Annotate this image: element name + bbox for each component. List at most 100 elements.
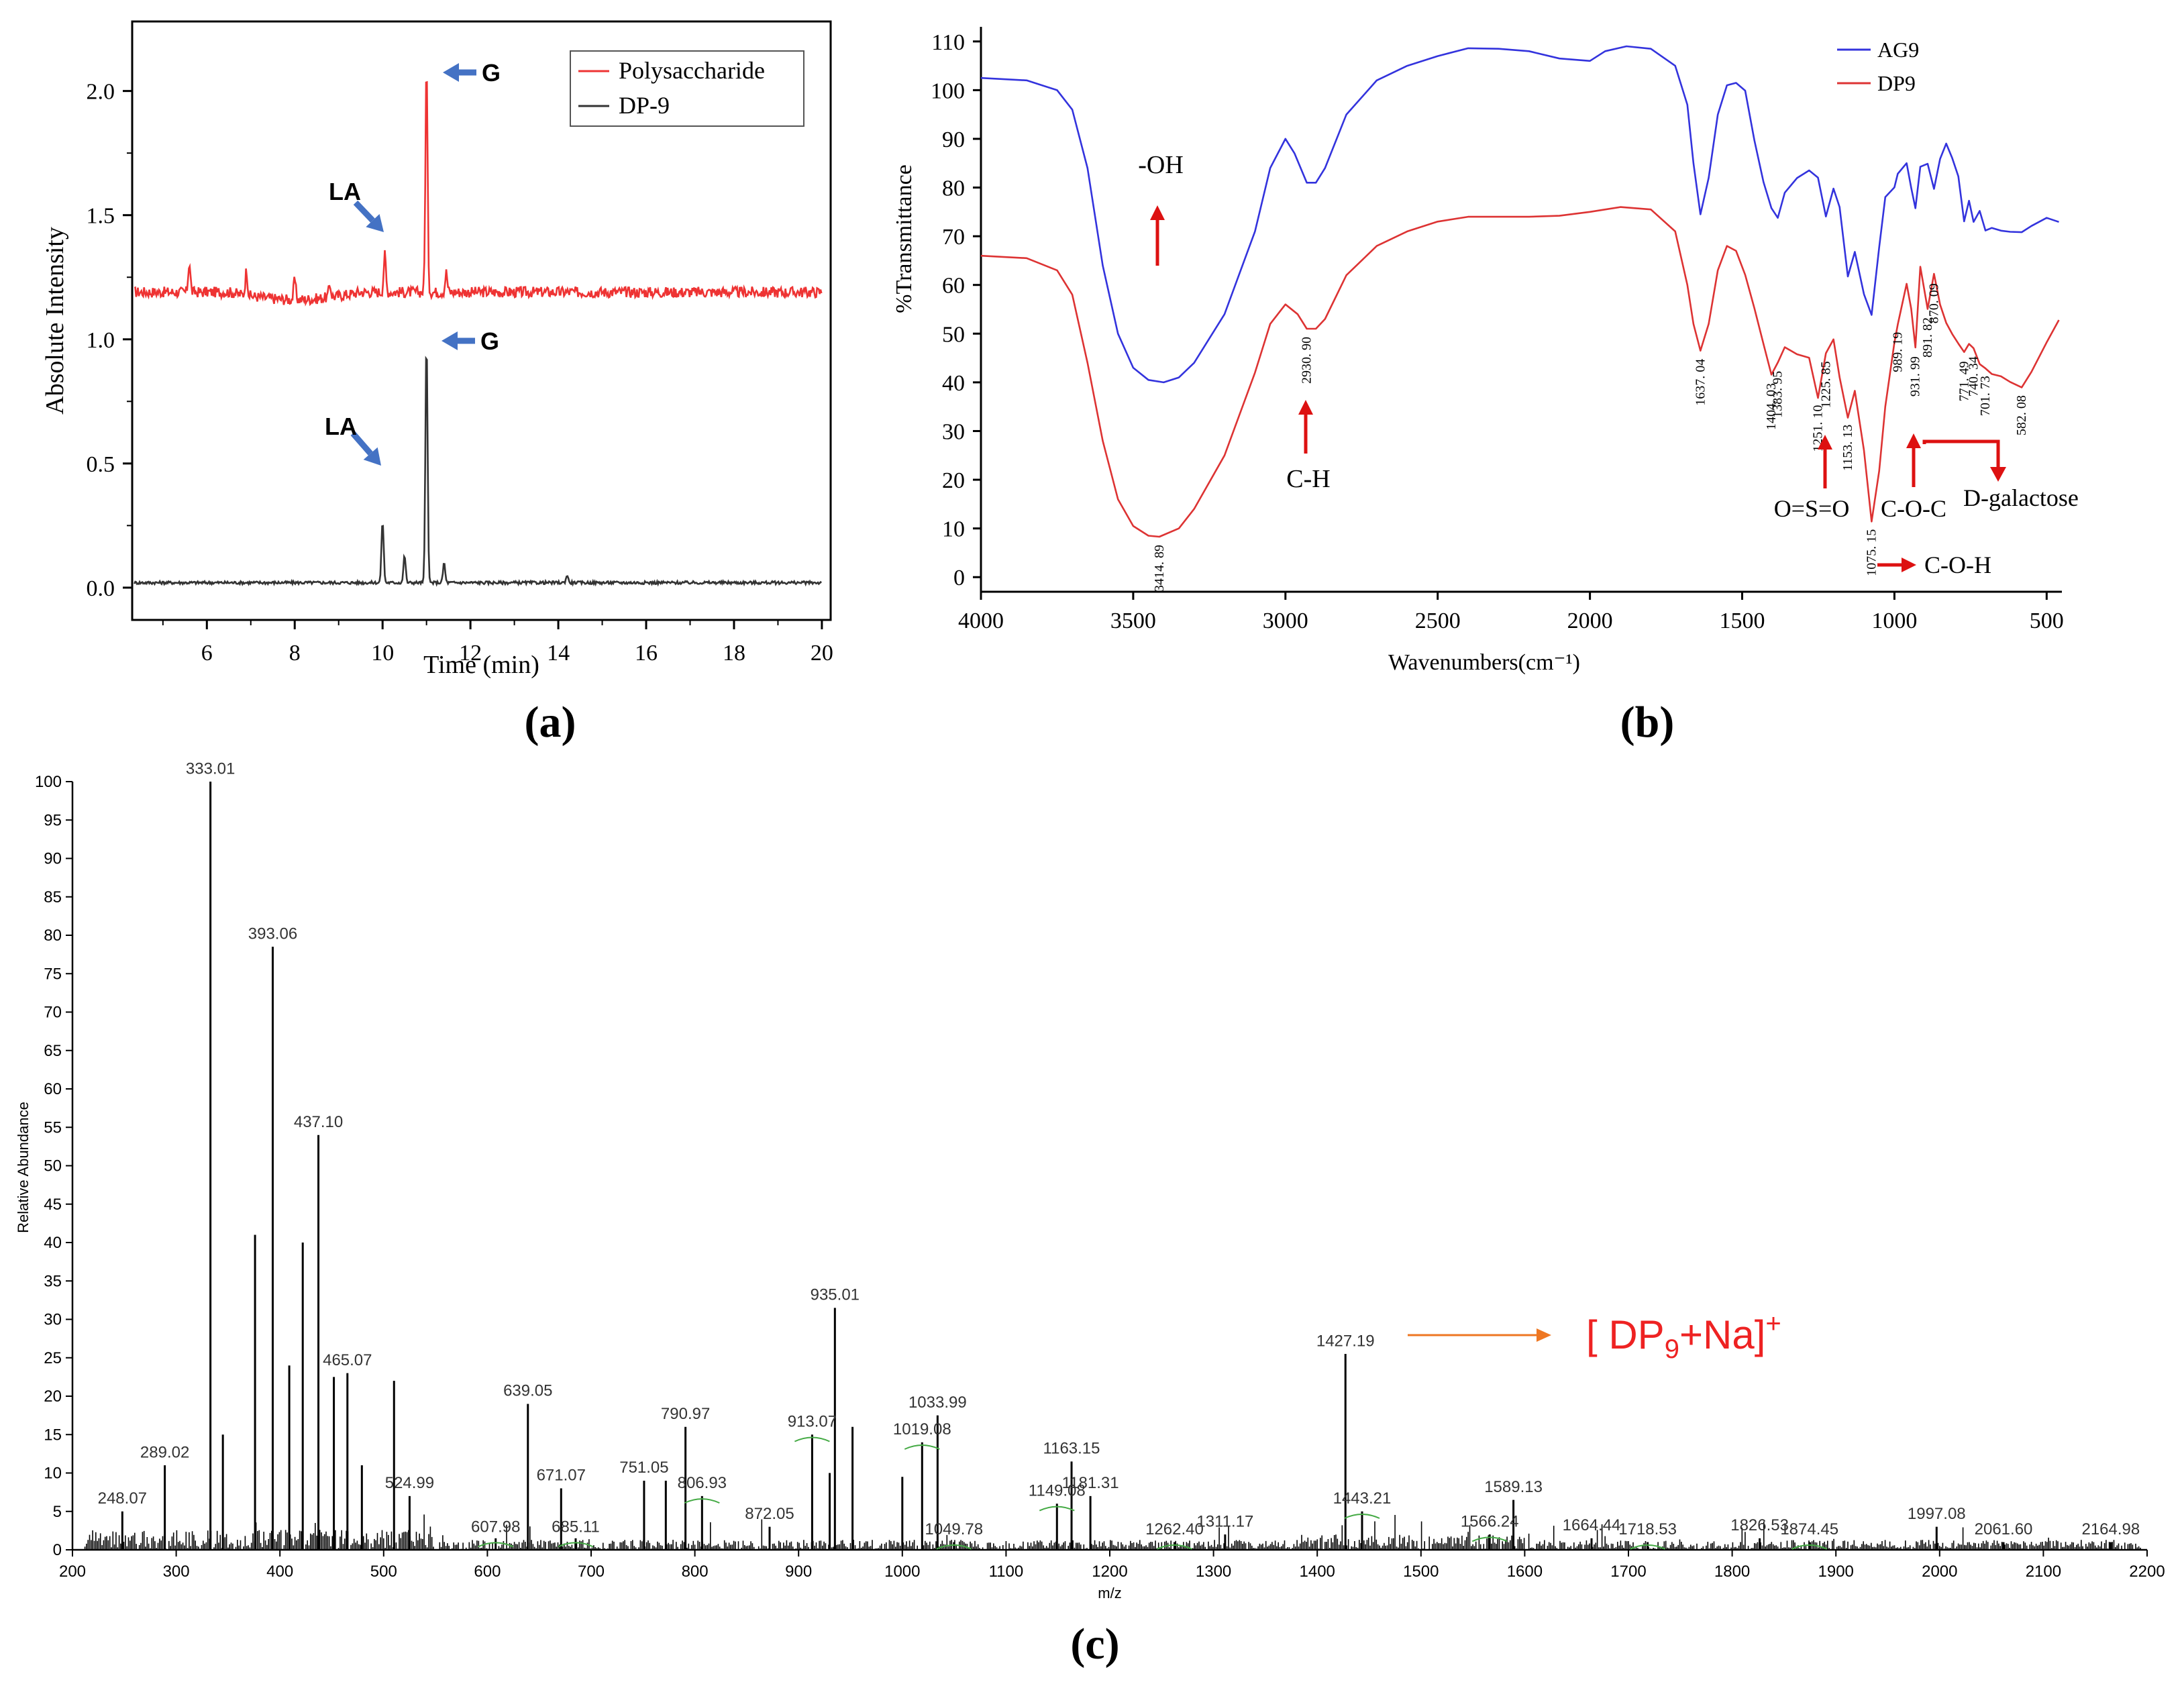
peak-label-c: 1997.08 bbox=[1908, 1505, 1966, 1523]
peak-label-c: 913.07 bbox=[788, 1413, 837, 1431]
x-tick-label-c: 2100 bbox=[2026, 1563, 2061, 1581]
peak-label-c: 806.93 bbox=[678, 1474, 727, 1492]
arrow-galactose-shaft bbox=[1922, 439, 2000, 467]
x-tick-label-b: 1500 bbox=[1720, 609, 1765, 633]
chart-b: 4000 3500 3000 2500 2000 1500 1000 500 0 10 20 30 40… bbox=[892, 27, 2079, 675]
annotation-coh: C-O-H bbox=[1924, 551, 1991, 578]
label-marker-c bbox=[478, 1542, 514, 1548]
peak-label-b: 1383. 95 bbox=[1771, 371, 1785, 418]
y-tick-label-c: 85 bbox=[44, 888, 62, 906]
annotation-ch: C-H bbox=[1286, 465, 1330, 493]
annotation-galactose: D-galactose bbox=[1963, 484, 2079, 511]
chart-c: 200 300 400 500 600 700 800 900 1000 1100 1200 1300… bbox=[15, 759, 2165, 1601]
peak-label-b: 1637. 04 bbox=[1693, 359, 1708, 406]
peak-label-c: 1443.21 bbox=[1333, 1489, 1392, 1508]
y-tick-label-b: 30 bbox=[942, 419, 965, 444]
y-tick-label-b: 60 bbox=[942, 274, 965, 299]
peak-label-b: 2930. 90 bbox=[1300, 337, 1314, 384]
peak-label-c: 1149.08 bbox=[1029, 1482, 1086, 1500]
arrow-oh-head bbox=[1150, 205, 1165, 220]
y-tick-label-c: 60 bbox=[44, 1080, 62, 1098]
x-tick-label-a: 14 bbox=[547, 641, 570, 666]
peak-label-c: 639.05 bbox=[503, 1382, 552, 1400]
x-tick-label-c: 900 bbox=[785, 1563, 812, 1581]
y-tick-label-c: 80 bbox=[44, 927, 62, 945]
y-tick-label-c: 20 bbox=[44, 1387, 62, 1406]
arrow-g-bottom-head bbox=[441, 331, 458, 350]
x-axis-label-b: Wavenumbers(cm⁻¹) bbox=[1388, 650, 1580, 675]
peak-label-c: 393.06 bbox=[248, 925, 297, 943]
legend-label-a-0: Polysaccharide bbox=[619, 57, 765, 84]
x-tick-label-c: 1300 bbox=[1196, 1563, 1231, 1581]
peak-label-c: 1019.08 bbox=[893, 1420, 951, 1438]
series-line-b-1 bbox=[980, 206, 2060, 538]
x-tick-label-a: 8 bbox=[289, 641, 301, 666]
x-tick-label-a: 10 bbox=[371, 641, 394, 666]
y-tick-label-b: 40 bbox=[942, 371, 965, 396]
noise-floor-c bbox=[84, 1514, 2143, 1550]
y-tick-label-c: 5 bbox=[53, 1503, 62, 1521]
x-tick-label-c: 600 bbox=[474, 1563, 501, 1581]
series-line-b-0 bbox=[980, 45, 2059, 384]
annotation-g-top: G bbox=[482, 59, 501, 87]
arrow-la-top-shaft bbox=[353, 200, 375, 223]
y-axis-label-b: %Transmittance bbox=[892, 164, 917, 313]
annotation-oh: -OH bbox=[1138, 151, 1184, 179]
label-marker-c bbox=[558, 1542, 594, 1548]
label-marker-c bbox=[1471, 1536, 1508, 1542]
peak-label-c: 289.02 bbox=[140, 1443, 189, 1461]
x-tick-label-c: 1700 bbox=[1610, 1563, 1646, 1581]
x-tick-label-c: 2200 bbox=[2129, 1563, 2165, 1581]
peak-label-c: 872.05 bbox=[745, 1505, 794, 1523]
panel-label-b: (b) bbox=[1620, 698, 1675, 747]
peak-label-c: 935.01 bbox=[811, 1286, 860, 1304]
x-tick-label-c: 1600 bbox=[1507, 1563, 1543, 1581]
y-tick-label-b: 20 bbox=[942, 468, 965, 493]
label-marker-c bbox=[1344, 1514, 1380, 1519]
legend-label-b-1: DP9 bbox=[1877, 71, 1916, 95]
annotation-la-top: LA bbox=[329, 178, 361, 205]
x-tick-label-c: 1900 bbox=[1818, 1563, 1854, 1581]
y-tick-label-a: 0.0 bbox=[87, 576, 115, 601]
arrow-la-top-head bbox=[366, 213, 384, 232]
peak-label-b: 1404. 03 bbox=[1764, 383, 1779, 430]
peak-label-b: 771. 49 bbox=[1957, 361, 1971, 401]
annotation-oso: O=S=O bbox=[1774, 495, 1850, 522]
peak-label-c: 1826.53 bbox=[1730, 1516, 1789, 1534]
peak-label-c: 790.97 bbox=[661, 1405, 710, 1423]
x-tick-label-b: 1000 bbox=[1871, 609, 1917, 633]
arrow-ch-head bbox=[1298, 400, 1313, 415]
label-marker-c bbox=[904, 1444, 940, 1450]
series-line-a-1 bbox=[134, 356, 823, 587]
x-tick-label-c: 1200 bbox=[1092, 1563, 1127, 1581]
y-tick-label-b: 100 bbox=[931, 78, 965, 103]
x-axis-label-c: m/z bbox=[1098, 1585, 1121, 1601]
y-tick-label-b: 80 bbox=[942, 176, 965, 201]
x-tick-label-c: 700 bbox=[578, 1563, 605, 1581]
peak-label-b: 870. 09 bbox=[1926, 283, 1941, 323]
peak-label-b: 891. 82 bbox=[1920, 317, 1935, 358]
x-tick-label-c: 800 bbox=[682, 1563, 709, 1581]
peak-label-c: 2061.60 bbox=[1975, 1520, 2033, 1538]
y-tick-label-c: 15 bbox=[44, 1426, 62, 1444]
peak-label-c: 248.07 bbox=[98, 1489, 147, 1508]
panel-label-c: (c) bbox=[1070, 1620, 1119, 1669]
peak-label-c: 1718.53 bbox=[1618, 1520, 1677, 1538]
legend-label-a-1: DP-9 bbox=[619, 92, 670, 119]
annotation-la-bottom: LA bbox=[325, 413, 357, 440]
y-tick-label-c: 70 bbox=[44, 1004, 62, 1022]
x-axis-label-a: Time (min) bbox=[423, 651, 539, 679]
peak-label-c: 1427.19 bbox=[1316, 1332, 1375, 1350]
y-tick-label-c: 95 bbox=[44, 811, 62, 829]
arrow-oso-head bbox=[1818, 435, 1832, 450]
peak-label-c: 1664.44 bbox=[1563, 1516, 1621, 1534]
x-tick-label-a: 16 bbox=[635, 641, 658, 666]
peak-label-c: 1163.15 bbox=[1043, 1440, 1100, 1458]
y-axis-label-c: Relative Abundance bbox=[15, 1102, 32, 1233]
label-marker-c bbox=[1157, 1544, 1192, 1550]
y-tick-label-c: 10 bbox=[44, 1465, 62, 1483]
x-tick-label-a: 18 bbox=[723, 641, 745, 666]
y-tick-label-c: 45 bbox=[44, 1196, 62, 1214]
peak-label-b: 701. 73 bbox=[1978, 376, 1993, 416]
y-tick-label-c: 0 bbox=[53, 1541, 62, 1559]
